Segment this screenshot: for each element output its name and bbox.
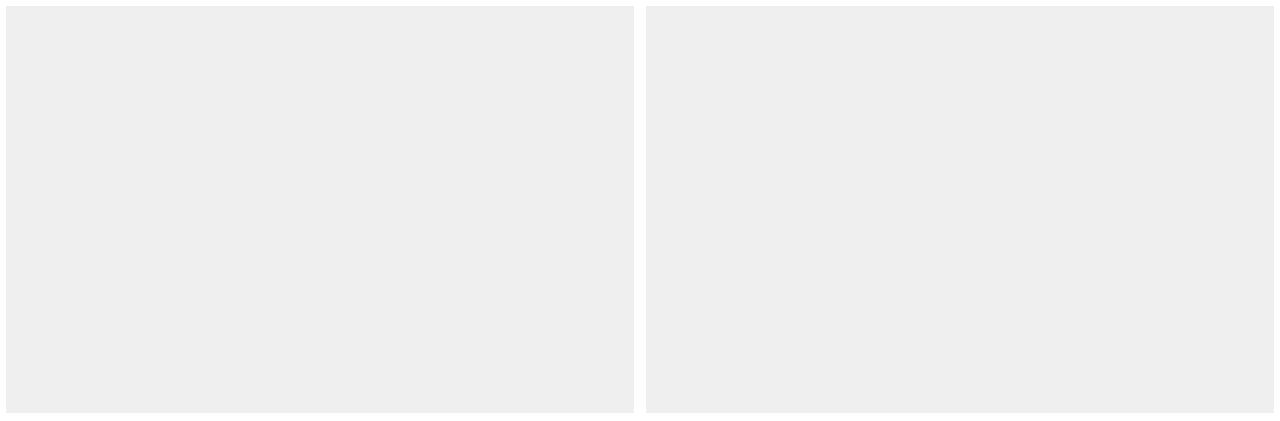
surface-plot-right-svg xyxy=(646,6,1274,413)
surface-plot-left xyxy=(6,6,634,413)
surface-plot-left-svg xyxy=(6,6,634,413)
surface-plot-right xyxy=(646,6,1274,413)
